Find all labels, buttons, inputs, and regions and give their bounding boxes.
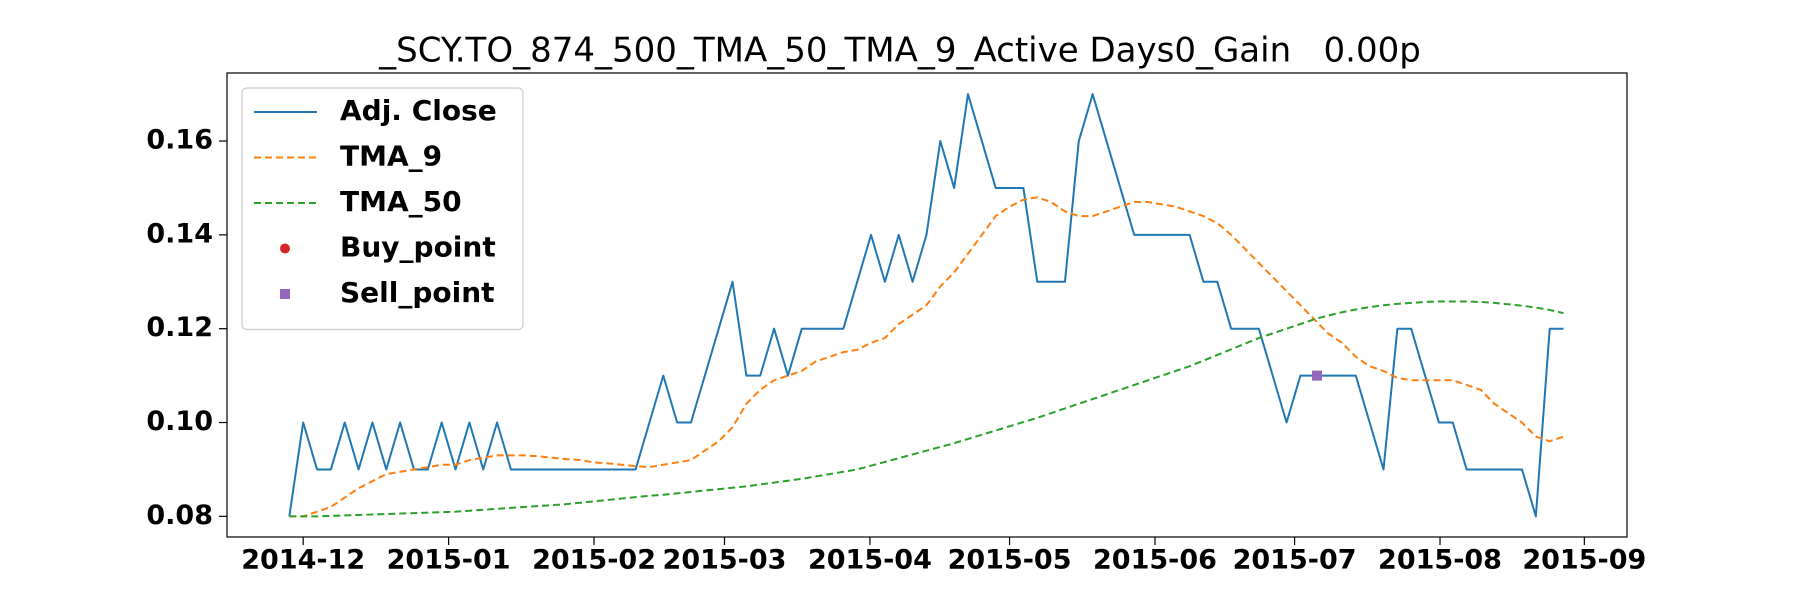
chart-title: _SCY.TO_874_500_TMA_50_TMA_9_Active Days…: [378, 31, 1421, 71]
legend-label: TMA_9: [340, 140, 442, 173]
x-tick-label: 2014-12: [241, 545, 365, 576]
x-tick-label: 2015-07: [1233, 545, 1357, 576]
legend-label: Buy_point: [340, 231, 496, 264]
x-tick-label: 2015-05: [948, 545, 1072, 576]
x-tick-label: 2015-01: [387, 545, 511, 576]
legend-label: TMA_50: [340, 185, 462, 218]
legend-label: Sell_point: [340, 276, 495, 309]
y-tick-label: 0.10: [146, 406, 213, 437]
x-tick-label: 2015-04: [808, 545, 932, 576]
series-line: [289, 300, 1564, 518]
series-line: [288, 93, 1564, 518]
series-line: [289, 196, 1564, 518]
legend-label: Adj. Close: [340, 94, 497, 127]
x-tick-label: 2015-09: [1522, 545, 1646, 576]
y-tick-label: 0.12: [146, 312, 213, 343]
x-tick-label: 2015-06: [1093, 545, 1217, 576]
legend-marker: [280, 243, 290, 254]
plot-frame: [226, 72, 1628, 538]
legend: Adj. Close TMA_9 TMA_50 Buy_point Sell_point: [241, 87, 524, 331]
legend-box: [241, 87, 524, 331]
x-tick-label: 2015-08: [1378, 545, 1502, 576]
y-tick-label: 0.14: [146, 218, 213, 249]
y-tick-label: 0.16: [146, 125, 213, 156]
x-tick-label: 2015-03: [663, 545, 787, 576]
sell-point: [1312, 370, 1323, 381]
y-tick-label: 0.08: [146, 500, 213, 531]
x-tick-label: 2015-02: [532, 545, 656, 576]
legend-marker: [280, 289, 290, 299]
